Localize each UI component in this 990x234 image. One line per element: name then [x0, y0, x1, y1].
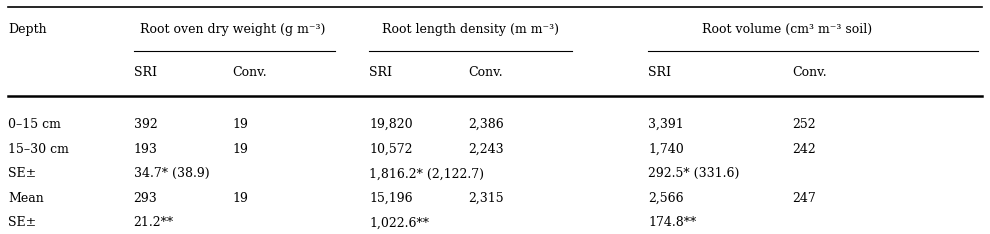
- Text: Conv.: Conv.: [792, 66, 827, 79]
- Text: 174.8**: 174.8**: [648, 216, 697, 230]
- Text: Conv.: Conv.: [468, 66, 503, 79]
- Text: 15–30 cm: 15–30 cm: [8, 143, 68, 156]
- Text: 193: 193: [134, 143, 157, 156]
- Text: 392: 392: [134, 118, 157, 131]
- Text: SRI: SRI: [369, 66, 392, 79]
- Text: 34.7* (38.9): 34.7* (38.9): [134, 167, 209, 180]
- Text: Mean: Mean: [8, 192, 44, 205]
- Text: 21.2**: 21.2**: [134, 216, 174, 230]
- Text: 1,816.2* (2,122.7): 1,816.2* (2,122.7): [369, 167, 484, 180]
- Text: 2,386: 2,386: [468, 118, 504, 131]
- Text: 2,315: 2,315: [468, 192, 504, 205]
- Text: Conv.: Conv.: [233, 66, 267, 79]
- Text: 242: 242: [792, 143, 816, 156]
- Text: Root oven dry weight (g m⁻³): Root oven dry weight (g m⁻³): [140, 23, 326, 37]
- Text: 10,572: 10,572: [369, 143, 413, 156]
- Text: 2,243: 2,243: [468, 143, 504, 156]
- Text: 15,196: 15,196: [369, 192, 413, 205]
- Text: SRI: SRI: [648, 66, 671, 79]
- Text: SE±: SE±: [8, 167, 37, 180]
- Text: 19: 19: [233, 143, 248, 156]
- Text: SRI: SRI: [134, 66, 156, 79]
- Text: SE±: SE±: [8, 216, 37, 230]
- Text: Root length density (m m⁻³): Root length density (m m⁻³): [382, 23, 558, 37]
- Text: 252: 252: [792, 118, 816, 131]
- Text: 292.5* (331.6): 292.5* (331.6): [648, 167, 740, 180]
- Text: 19,820: 19,820: [369, 118, 413, 131]
- Text: 19: 19: [233, 192, 248, 205]
- Text: 1,022.6**: 1,022.6**: [369, 216, 430, 230]
- Text: 0–15 cm: 0–15 cm: [8, 118, 60, 131]
- Text: 3,391: 3,391: [648, 118, 684, 131]
- Text: Depth: Depth: [8, 23, 47, 37]
- Text: 1,740: 1,740: [648, 143, 684, 156]
- Text: 2,566: 2,566: [648, 192, 684, 205]
- Text: Root volume (cm³ m⁻³ soil): Root volume (cm³ m⁻³ soil): [702, 23, 872, 37]
- Text: 247: 247: [792, 192, 816, 205]
- Text: 19: 19: [233, 118, 248, 131]
- Text: 293: 293: [134, 192, 157, 205]
